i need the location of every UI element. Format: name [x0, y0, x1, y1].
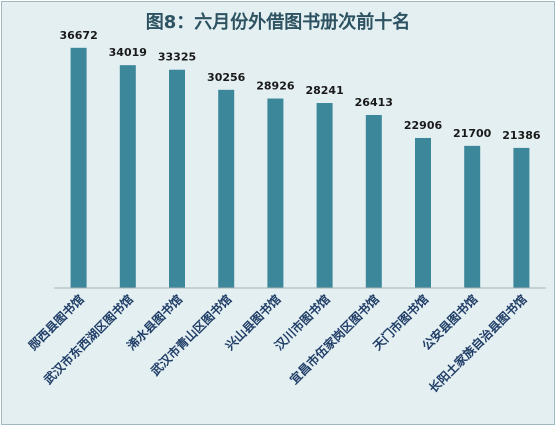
- data-label: 34019: [109, 46, 147, 59]
- data-label: 21386: [502, 129, 541, 142]
- data-label: 28926: [256, 80, 295, 93]
- bar: [316, 103, 333, 288]
- bar: [70, 47, 87, 288]
- data-label: 33325: [158, 51, 196, 64]
- data-label: 22906: [404, 119, 443, 132]
- data-label: 28241: [305, 84, 343, 97]
- bar: [464, 145, 481, 288]
- bar: [267, 98, 284, 288]
- bar: [365, 114, 382, 289]
- bar: [415, 137, 431, 288]
- x-tick-label: 武汉市东西湖区图书馆: [40, 292, 135, 387]
- x-tick-label: 长阳土家族自治县图书馆: [426, 292, 530, 396]
- x-tick-label: 武汉市青山区图书馆: [147, 292, 234, 379]
- data-label: 36672: [59, 29, 97, 42]
- data-label: 21700: [453, 127, 492, 140]
- bar: [218, 89, 235, 288]
- x-tick-label: 宜昌市伍家岗区图书馆: [286, 292, 381, 387]
- bar: [169, 69, 185, 288]
- bar: [513, 147, 530, 288]
- chart-title: 图8：六月份外借图书册次前十名: [145, 12, 411, 33]
- data-label: 30256: [207, 71, 246, 84]
- data-label: 26413: [355, 96, 393, 109]
- bar: [119, 65, 136, 288]
